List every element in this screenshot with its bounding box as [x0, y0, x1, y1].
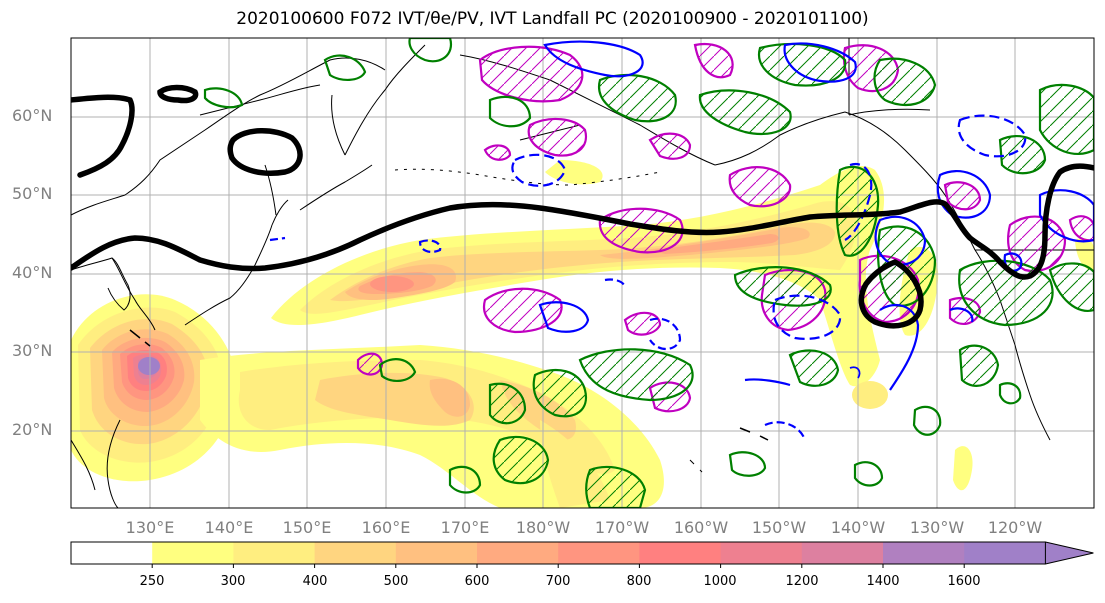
colorbar-segment: [639, 542, 722, 564]
colorbar-tick-label: 600: [464, 574, 490, 589]
map-frame: [70, 37, 1095, 509]
lat-tick-label: 20°N: [12, 420, 53, 439]
lat-tick-label: 50°N: [12, 184, 53, 203]
ivt-typhoon-region: [71, 294, 236, 482]
lon-tick-label: 160°E: [361, 518, 411, 537]
colorbar-tick-label: 300: [220, 574, 246, 589]
pv-negative-contours: [269, 40, 1094, 441]
lon-tick-label: 150°W: [751, 518, 807, 537]
lon-tick-label: 160°W: [673, 518, 729, 537]
ivt-shading: [71, 160, 1094, 508]
colorbar-segment: [395, 542, 478, 564]
colorbar-segment: [71, 542, 153, 564]
lon-tick-label: 130°E: [125, 518, 175, 537]
lat-tick-label: 30°N: [12, 341, 53, 360]
lon-tick-label: 170°W: [594, 518, 650, 537]
colorbar-tick-label: 1400: [866, 574, 900, 589]
lon-tick-label: 130°W: [909, 518, 965, 537]
colorbar-tick-label: 500: [383, 574, 409, 589]
graticule: [71, 38, 1094, 508]
colorbar-segment: [152, 542, 234, 564]
colorbar-segment: [964, 542, 1046, 564]
colorbar-segment: [314, 542, 397, 564]
colorbar-tick-label: 800: [626, 574, 652, 589]
lon-tick-label: 150°E: [282, 518, 332, 537]
lon-tick-label: 140°E: [204, 518, 254, 537]
lon-tick-label: 170°E: [440, 518, 490, 537]
pv-positive-contours: [203, 38, 1094, 508]
colorbar-segment: [720, 542, 803, 564]
map-title: 2020100600 F072 IVT/θe/PV, IVT Landfall …: [236, 9, 869, 29]
lat-tick-label: 40°N: [12, 263, 53, 282]
colorbar-tick-label: 1600: [947, 574, 981, 589]
colorbar-tick-label: 250: [139, 574, 165, 589]
colorbar-tick-label: 1200: [785, 574, 819, 589]
colorbar-extend-arrow: [1044, 541, 1094, 565]
colorbar-tick-label: 700: [545, 574, 571, 589]
ivt-colorbar: [70, 541, 1094, 568]
lat-tick-label: 60°N: [12, 106, 53, 125]
colorbar-segment: [233, 542, 316, 564]
theta-e-contours: [71, 84, 1094, 329]
colorbar-segment: [477, 542, 559, 564]
colorbar-tick-label: 400: [302, 574, 328, 589]
colorbar-tick-label: 1000: [703, 574, 737, 589]
lon-tick-label: 140°W: [830, 518, 886, 537]
colorbar-segment: [801, 542, 884, 564]
lon-tick-label: 180°W: [515, 518, 571, 537]
lon-tick-label: 120°W: [987, 518, 1043, 537]
colorbar-segment: [883, 542, 965, 564]
colorbar-segment: [558, 542, 640, 564]
